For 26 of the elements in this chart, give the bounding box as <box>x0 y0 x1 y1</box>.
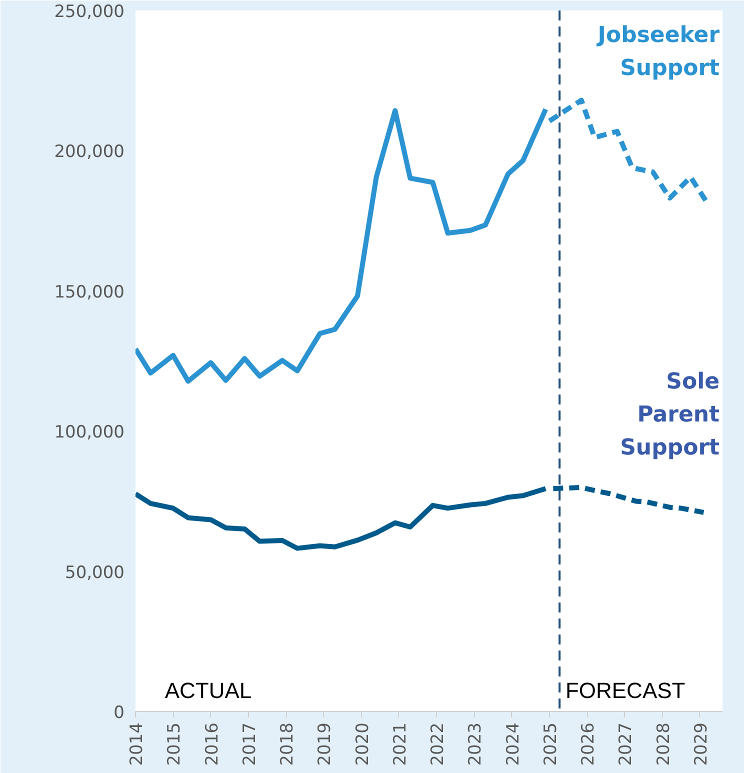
x-tick-label: 2022 <box>428 722 448 766</box>
y-tick-label: 50,000 <box>65 562 124 583</box>
x-tick-label: 2014 <box>127 722 147 766</box>
x-tick-label: 2026 <box>578 722 599 766</box>
x-tick-label: 2025 <box>540 722 561 766</box>
x-tick-label: 2029 <box>691 722 712 766</box>
x-tick-label: 2024 <box>503 722 524 766</box>
x-tick-label: 2028 <box>654 722 674 766</box>
x-tick-label: 2023 <box>466 722 486 766</box>
x-tick-label: 2027 <box>616 722 636 766</box>
x-tick-label: 2019 <box>315 722 336 766</box>
y-tick-label: 0 <box>114 703 125 723</box>
x-tick-label: 2018 <box>278 722 298 766</box>
y-tick-label: 200,000 <box>54 142 125 162</box>
text: Jobseeker Support <box>596 23 720 82</box>
text: Sole Parent Support <box>620 370 720 461</box>
x-tick-label: 2020 <box>352 722 373 766</box>
y-tick-label: 150,000 <box>54 282 125 302</box>
y-tick-label: 100,000 <box>54 422 125 443</box>
x-tick-label: 2017 <box>240 722 260 766</box>
y-tick-label: 250,000 <box>54 2 125 22</box>
annotation: ACTUAL <box>164 678 252 704</box>
annotation: FORECAST <box>565 678 686 704</box>
x-tick-label: 2016 <box>202 722 222 766</box>
x-tick-label: 2021 <box>390 722 410 766</box>
x-tick-label: 2015 <box>164 722 185 766</box>
